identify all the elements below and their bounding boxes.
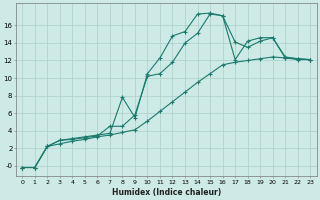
X-axis label: Humidex (Indice chaleur): Humidex (Indice chaleur)	[112, 188, 221, 197]
